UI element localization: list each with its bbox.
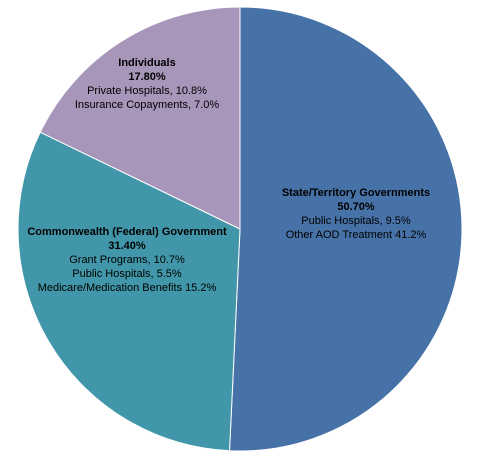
slice-label-individuals: Individuals 17.80% Private Hospitals, 10.8… [75, 57, 220, 111]
pie-slice-individuals [39, 6, 241, 230]
slice-label-state-territory-governments: State/Territory Governments 50.70% Public … [282, 187, 430, 241]
slice-name-label: Individuals [118, 57, 175, 69]
slice-detail-label: Other AOD Treatment 41.2% [286, 229, 427, 241]
slice-percent-label: 31.40% [108, 240, 146, 252]
pie-slice-state-territory-governments [229, 6, 463, 452]
slice-detail-label: Grant Programs, 10.7% [69, 254, 185, 266]
slice-detail-label: Public Hospitals, 9.5% [301, 215, 411, 227]
slice-detail-label: Public Hospitals, 5.5% [72, 268, 182, 280]
slice-name-label: Commonwealth (Federal) Government [27, 226, 227, 238]
slice-name-label: State/Territory Governments [282, 187, 430, 199]
slice-label-commonwealth-federal-government: Commonwealth (Federal) Government 31.40% G… [27, 226, 227, 294]
slice-percent-label: 17.80% [128, 71, 166, 83]
slice-percent-label: 50.70% [337, 201, 375, 213]
slice-detail-label: Private Hospitals, 10.8% [87, 85, 207, 97]
pie-slice-commonwealth-federal-government [17, 131, 241, 452]
slice-detail-label: Medicare/Medication Benefits 15.2% [38, 282, 217, 294]
slice-detail-label: Insurance Copayments, 7.0% [75, 99, 220, 111]
